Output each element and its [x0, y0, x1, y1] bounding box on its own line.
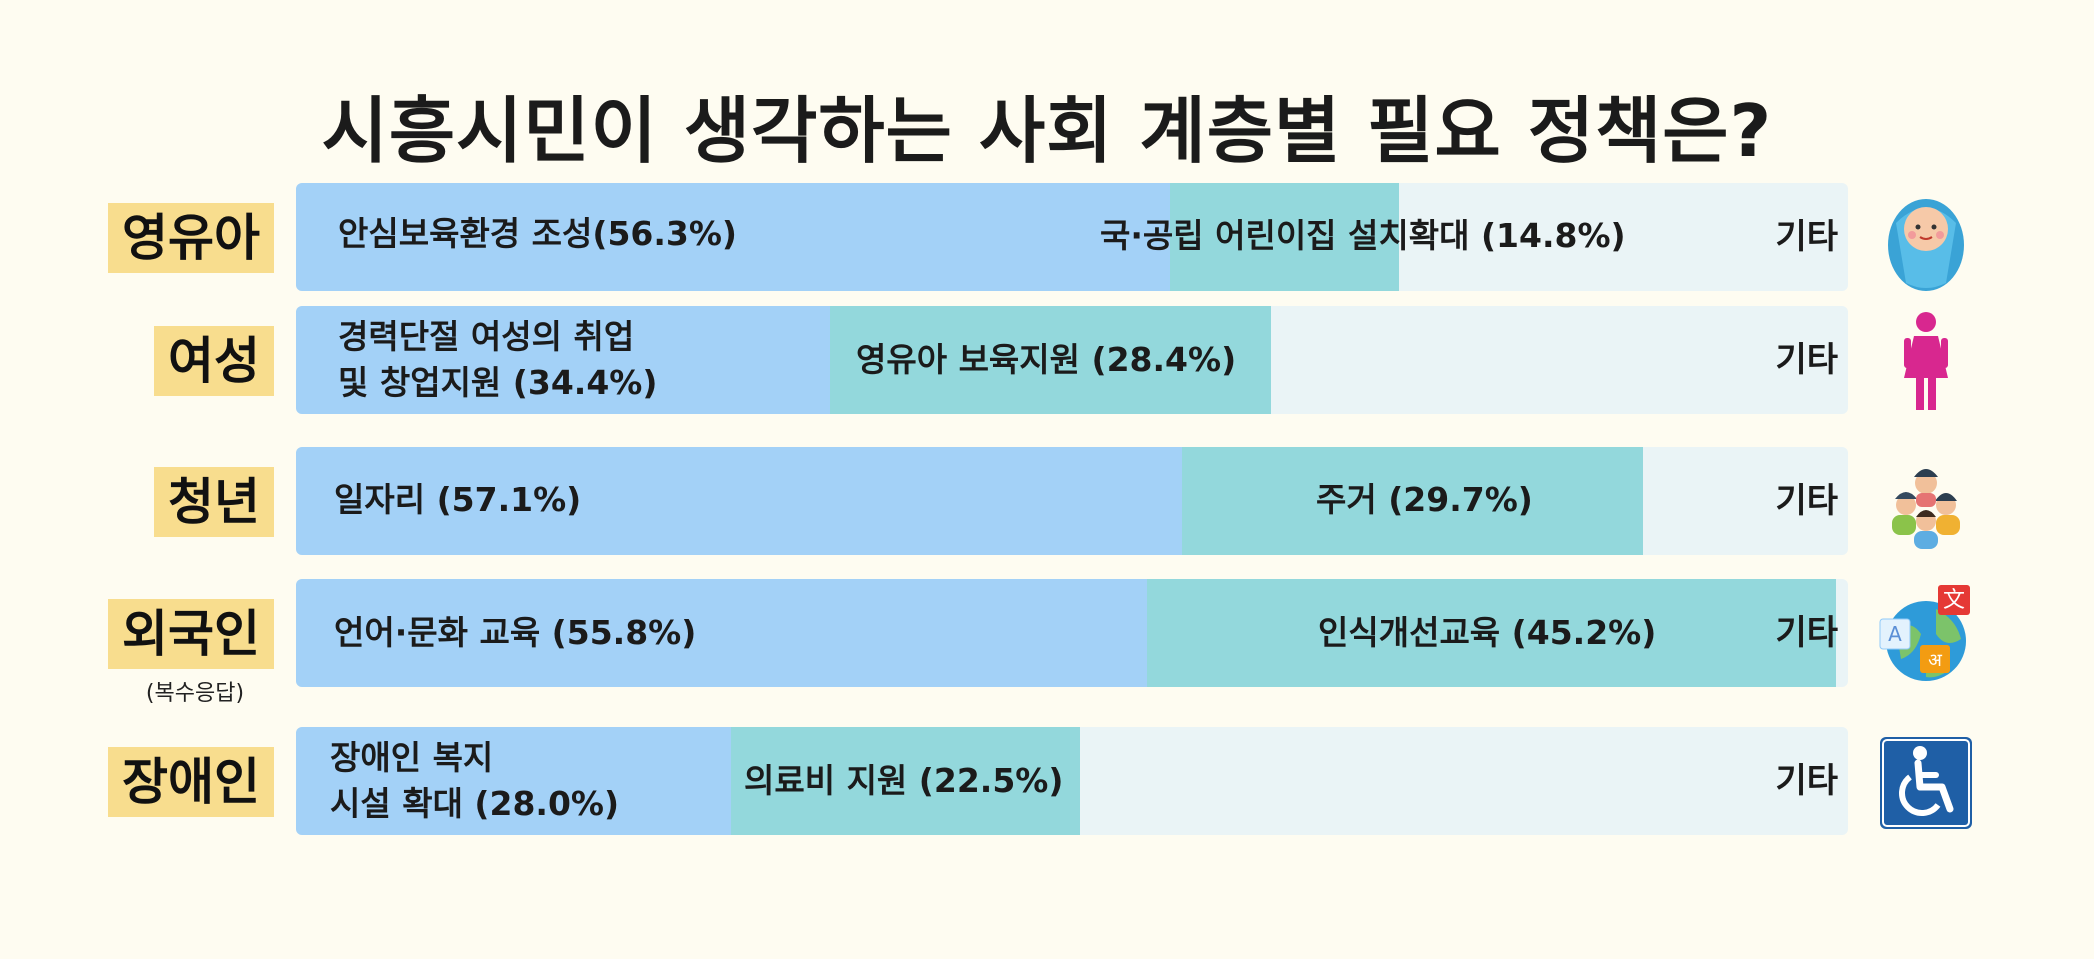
segment-label-line: 의료비 지원 (22.5%) [744, 761, 1064, 800]
segment-label-line: 언어·문화 교육 (55.8%) [334, 613, 697, 652]
chart-title: 시흥시민이 생각하는 사회 계층별 필요 정책은? [321, 89, 1773, 173]
bar-segment [296, 727, 731, 835]
bar-segment [296, 183, 1170, 291]
bar-track: 안심보육환경 조성(56.3%) 국·공립 어린이집 설치확대 (14.8%) 기타 [296, 183, 1848, 291]
swaddled-baby-icon [1876, 183, 1976, 293]
segment-label-line: 인식개선교육 (45.2%) [1318, 613, 1657, 652]
segment-label: 일자리 (57.1%) [334, 477, 581, 523]
segment-label-line: 국·공립 어린이집 설치확대 (14.8%) [1100, 216, 1626, 255]
chart-row: 영유아 안심보육환경 조성(56.3%) 국·공립 어린이집 설치확대 (14.8%… [0, 183, 2094, 293]
segment-label: 국·공립 어린이집 설치확대 (14.8%) [1100, 213, 1626, 259]
category-label: 장애인 [108, 747, 274, 817]
bar-segment [1182, 447, 1644, 555]
segment-label: 의료비 지원 (22.5%) [744, 758, 1063, 804]
bar-segment [296, 447, 1183, 555]
segment-label: 주거 (29.7%) [1316, 477, 1533, 523]
segment-label-line: 영유아 보육지원 (28.4%) [856, 340, 1237, 379]
segment-label-line: 일자리 (57.1%) [334, 480, 582, 519]
young-people-group-icon [1876, 447, 1976, 557]
bar-segment [296, 306, 830, 414]
category-label: 외국인 [108, 599, 274, 669]
category-note: (복수응답) [145, 681, 245, 706]
other-label: 기타 [1775, 217, 1838, 257]
segment-label: 언어·문화 교육 (55.8%) [334, 610, 696, 656]
woman-icon [1876, 306, 1976, 416]
language-globe-icon: 文 A अ [1876, 579, 1976, 689]
bar-track: 일자리 (57.1%) 주거 (29.7%) 기타 [296, 447, 1848, 555]
category-label: 청년 [154, 467, 274, 537]
svg-text:A: A [1888, 622, 1902, 646]
segment-label: 안심보육환경 조성(56.3%) [338, 211, 737, 257]
segment-label: 인식개선교육 (45.2%) [1318, 610, 1656, 656]
segment-label-line: 시설 확대 (28.0%) [330, 784, 620, 823]
bar-segment [829, 306, 1271, 414]
segment-label-line: 안심보육환경 조성(56.3%) [338, 214, 738, 253]
segment-label-line: 장애인 복지 [330, 738, 494, 777]
other-label: 기타 [1775, 761, 1838, 801]
other-label: 기타 [1775, 613, 1838, 653]
svg-text:文: 文 [1943, 588, 1965, 613]
category-label: 영유아 [108, 203, 274, 273]
svg-text:अ: अ [1928, 650, 1943, 671]
category-label: 여성 [154, 326, 274, 396]
other-label: 기타 [1775, 481, 1838, 521]
segment-label: 영유아 보육지원 (28.4%) [856, 337, 1236, 383]
other-label: 기타 [1775, 340, 1838, 380]
chart-row: 외국인 (복수응답) 언어·문화 교육 (55.8%) 인식개선교육 (45.2%) 기… [0, 579, 2094, 706]
chart-row: 청년 일자리 (57.1%) 주거 (29.7%) 기타 [0, 447, 2094, 557]
bar-track: 언어·문화 교육 (55.8%) 인식개선교육 (45.2%) 기타 [296, 579, 1848, 687]
bar-segment [296, 579, 1147, 687]
bar-segment [730, 727, 1080, 835]
bar-segment [1146, 579, 1836, 687]
segment-label-line: 및 창업지원 (34.4%) [338, 363, 658, 402]
bar-segment [1169, 183, 1400, 291]
segment-label-line: 경력단절 여성의 취업 [338, 317, 635, 356]
segment-label-line: 주거 (29.7%) [1316, 480, 1533, 519]
wheelchair-icon [1876, 727, 1976, 837]
